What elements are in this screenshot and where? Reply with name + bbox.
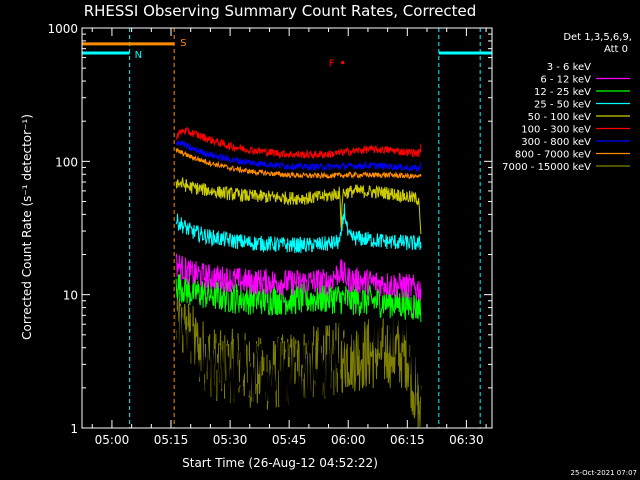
x-tick-label: 05:45 xyxy=(272,433,307,447)
timestamp: 25-Oct-2021 07:07 xyxy=(571,469,637,477)
plot-area: N S F xyxy=(82,28,492,429)
flare-marker xyxy=(341,61,345,65)
series-line-5 xyxy=(175,176,422,235)
series-line-3 xyxy=(175,272,422,323)
series-line-4 xyxy=(175,203,422,254)
chart-title: RHESSI Observing Summary Count Rates, Co… xyxy=(84,2,477,20)
y-tick-label: 1 xyxy=(70,422,78,436)
legend-header-attenuator: Att 0 xyxy=(604,44,628,55)
legend-entry-label: 3 - 6 keV xyxy=(547,62,591,73)
axes: 05:00 05:15 05:30 05:45 06:00 06:15 06:30 1 10 10… xyxy=(47,22,493,447)
series-line-8 xyxy=(175,147,422,180)
series-line-2 xyxy=(175,253,422,301)
legend-entry-label: 7000 - 15000 keV xyxy=(502,162,591,173)
y-tick-label: 100 xyxy=(55,155,78,169)
series-line-1 xyxy=(175,273,422,418)
flare-label: F xyxy=(329,59,335,70)
legend-entry-label: 25 - 50 keV xyxy=(534,100,591,111)
x-tick-label: 06:15 xyxy=(390,433,425,447)
legend-entry-label: 300 - 800 keV xyxy=(521,137,591,148)
x-axis-label: Start Time (26-Aug-12 04:52:22) xyxy=(182,456,378,470)
y-tick-label: 1000 xyxy=(47,22,78,36)
x-tick-label: 05:30 xyxy=(213,433,248,447)
legend-entry-label: 12 - 25 keV xyxy=(534,87,591,98)
legend-header-detectors: Det 1,3,5,6,9, xyxy=(563,32,632,43)
legend-entry-label: 800 - 7000 keV xyxy=(515,150,591,161)
x-tick-label: 05:00 xyxy=(95,433,130,447)
series-line-7 xyxy=(175,140,422,172)
legend: Det 1,3,5,6,9, Att 0 3 - 6 keV 6 - 12 keV… xyxy=(502,32,632,173)
legend-entry-label: 100 - 300 keV xyxy=(521,125,591,136)
x-tick-label: 05:15 xyxy=(154,433,189,447)
night-label: N xyxy=(135,50,142,61)
legend-entry-label: 6 - 12 keV xyxy=(540,75,591,86)
x-tick-label: 06:00 xyxy=(331,433,366,447)
y-tick-label: 10 xyxy=(63,289,78,303)
plot-frame xyxy=(81,27,493,429)
saa-label: S xyxy=(180,38,186,49)
y-axis-label: Corrected Count Rate (s⁻¹ detector⁻¹) xyxy=(20,114,34,340)
x-tick-label: 06:30 xyxy=(449,433,484,447)
legend-entry-label: 50 - 100 keV xyxy=(528,112,592,123)
series-line-6 xyxy=(175,126,422,159)
